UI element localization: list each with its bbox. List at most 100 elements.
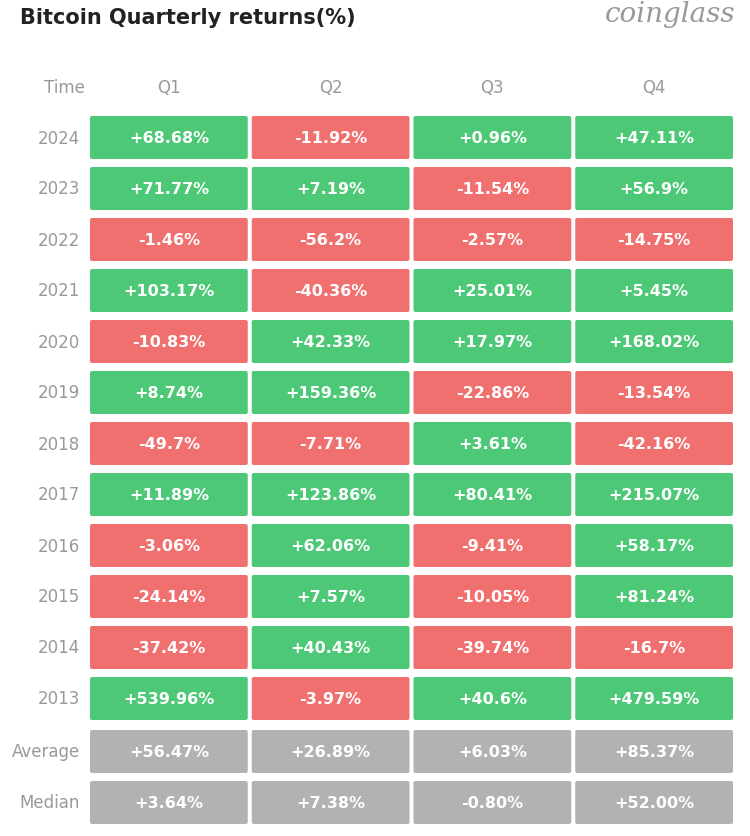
- FancyBboxPatch shape: [252, 270, 410, 313]
- FancyBboxPatch shape: [413, 270, 572, 313]
- Text: +58.17%: +58.17%: [614, 538, 695, 553]
- Text: 2016: 2016: [38, 537, 80, 555]
- FancyBboxPatch shape: [575, 781, 733, 824]
- FancyBboxPatch shape: [575, 270, 733, 313]
- FancyBboxPatch shape: [413, 219, 572, 262]
- Text: Q3: Q3: [481, 79, 504, 97]
- Text: +40.43%: +40.43%: [290, 640, 370, 655]
- Text: 2020: 2020: [38, 333, 80, 351]
- Text: +7.19%: +7.19%: [296, 181, 365, 196]
- Text: +479.59%: +479.59%: [608, 691, 700, 706]
- Text: +40.6%: +40.6%: [458, 691, 526, 706]
- FancyBboxPatch shape: [413, 473, 572, 517]
- Text: -40.36%: -40.36%: [294, 283, 368, 298]
- Text: +56.9%: +56.9%: [620, 181, 688, 196]
- Text: 2021: 2021: [38, 283, 80, 300]
- FancyBboxPatch shape: [252, 321, 410, 364]
- Text: +80.41%: +80.41%: [452, 487, 532, 502]
- Text: -11.92%: -11.92%: [294, 131, 368, 145]
- Text: -1.46%: -1.46%: [138, 232, 200, 247]
- FancyBboxPatch shape: [575, 219, 733, 262]
- Text: Q4: Q4: [642, 79, 666, 97]
- FancyBboxPatch shape: [90, 677, 248, 720]
- FancyBboxPatch shape: [90, 270, 248, 313]
- Text: +3.64%: +3.64%: [134, 795, 203, 810]
- Text: +85.37%: +85.37%: [614, 744, 695, 759]
- Text: 2017: 2017: [38, 486, 80, 504]
- Text: 2022: 2022: [38, 232, 80, 249]
- Text: 2019: 2019: [38, 384, 80, 402]
- Text: Bitcoin Quarterly returns(%): Bitcoin Quarterly returns(%): [20, 8, 355, 28]
- FancyBboxPatch shape: [413, 626, 572, 669]
- Text: -13.54%: -13.54%: [617, 385, 691, 400]
- Text: 2023: 2023: [38, 181, 80, 198]
- Text: +11.89%: +11.89%: [129, 487, 209, 502]
- Text: +71.77%: +71.77%: [129, 181, 209, 196]
- FancyBboxPatch shape: [575, 473, 733, 517]
- FancyBboxPatch shape: [90, 626, 248, 669]
- Text: -9.41%: -9.41%: [461, 538, 524, 553]
- FancyBboxPatch shape: [252, 422, 410, 466]
- FancyBboxPatch shape: [252, 677, 410, 720]
- FancyBboxPatch shape: [413, 524, 572, 568]
- FancyBboxPatch shape: [413, 575, 572, 619]
- FancyBboxPatch shape: [413, 117, 572, 160]
- FancyBboxPatch shape: [90, 422, 248, 466]
- Text: +25.01%: +25.01%: [452, 283, 532, 298]
- Text: +52.00%: +52.00%: [614, 795, 695, 810]
- Text: +123.86%: +123.86%: [285, 487, 376, 502]
- Text: +103.17%: +103.17%: [123, 283, 214, 298]
- FancyBboxPatch shape: [252, 781, 410, 824]
- FancyBboxPatch shape: [252, 473, 410, 517]
- Text: +539.96%: +539.96%: [123, 691, 214, 706]
- Text: -42.16%: -42.16%: [617, 436, 691, 451]
- FancyBboxPatch shape: [252, 626, 410, 669]
- Text: +168.02%: +168.02%: [608, 334, 700, 349]
- FancyBboxPatch shape: [90, 473, 248, 517]
- Text: +17.97%: +17.97%: [452, 334, 532, 349]
- Text: Q1: Q1: [157, 79, 181, 97]
- Text: +81.24%: +81.24%: [614, 589, 695, 604]
- Text: -24.14%: -24.14%: [132, 589, 206, 604]
- FancyBboxPatch shape: [90, 168, 248, 211]
- Text: -16.7%: -16.7%: [623, 640, 686, 655]
- Text: Median: Median: [20, 793, 80, 812]
- FancyBboxPatch shape: [90, 730, 248, 773]
- Text: +56.47%: +56.47%: [129, 744, 209, 759]
- FancyBboxPatch shape: [252, 524, 410, 568]
- FancyBboxPatch shape: [413, 371, 572, 415]
- Text: coinglass: coinglass: [604, 1, 735, 28]
- FancyBboxPatch shape: [575, 321, 733, 364]
- FancyBboxPatch shape: [252, 168, 410, 211]
- Text: +68.68%: +68.68%: [129, 131, 209, 145]
- FancyBboxPatch shape: [90, 117, 248, 160]
- Text: +6.03%: +6.03%: [458, 744, 526, 759]
- Text: Average: Average: [12, 742, 80, 761]
- FancyBboxPatch shape: [90, 524, 248, 568]
- FancyBboxPatch shape: [90, 219, 248, 262]
- Text: 2013: 2013: [38, 690, 80, 707]
- Text: 2015: 2015: [38, 588, 80, 606]
- FancyBboxPatch shape: [413, 730, 572, 773]
- Text: +3.61%: +3.61%: [458, 436, 526, 451]
- Text: -0.80%: -0.80%: [461, 795, 524, 810]
- FancyBboxPatch shape: [413, 781, 572, 824]
- FancyBboxPatch shape: [575, 626, 733, 669]
- Text: -37.42%: -37.42%: [132, 640, 206, 655]
- Text: +0.96%: +0.96%: [458, 131, 526, 145]
- FancyBboxPatch shape: [575, 730, 733, 773]
- FancyBboxPatch shape: [575, 575, 733, 619]
- Text: -14.75%: -14.75%: [617, 232, 691, 247]
- Text: +42.33%: +42.33%: [290, 334, 370, 349]
- FancyBboxPatch shape: [90, 371, 248, 415]
- Text: +159.36%: +159.36%: [285, 385, 376, 400]
- Text: -22.86%: -22.86%: [456, 385, 529, 400]
- Text: +7.57%: +7.57%: [296, 589, 365, 604]
- FancyBboxPatch shape: [252, 117, 410, 160]
- Text: +26.89%: +26.89%: [290, 744, 370, 759]
- FancyBboxPatch shape: [413, 422, 572, 466]
- FancyBboxPatch shape: [575, 422, 733, 466]
- Text: -10.05%: -10.05%: [456, 589, 529, 604]
- FancyBboxPatch shape: [575, 524, 733, 568]
- FancyBboxPatch shape: [90, 575, 248, 619]
